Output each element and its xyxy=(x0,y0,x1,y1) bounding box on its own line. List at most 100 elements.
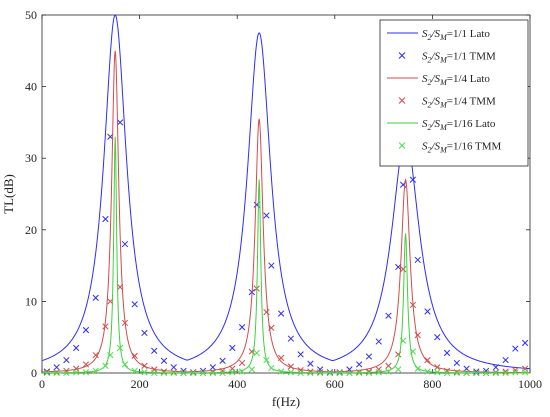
y-tick-label: 50 xyxy=(25,8,37,22)
data-point-marker xyxy=(453,369,460,377)
data-point-marker xyxy=(307,369,314,377)
legend-label-part: M xyxy=(439,123,448,132)
data-point-marker xyxy=(263,356,270,364)
data-point-marker xyxy=(453,359,460,367)
y-tick-label: 10 xyxy=(25,294,37,308)
legend-label-part: 2 xyxy=(428,146,432,155)
data-point-marker xyxy=(434,364,441,371)
y-tick-label: 20 xyxy=(25,223,37,237)
data-point-marker xyxy=(399,266,407,273)
legend-marker-swatch xyxy=(398,142,406,149)
legend-label-part: /S xyxy=(431,96,441,108)
y-tick-label: 30 xyxy=(25,151,37,165)
legend-entry: S2/SM=1/4 TMM xyxy=(398,96,496,110)
data-point-marker xyxy=(502,368,509,375)
legend-label-part: S xyxy=(422,141,428,153)
data-point-marker xyxy=(424,368,431,375)
data-point-marker xyxy=(287,335,295,342)
data-point-marker xyxy=(375,338,382,345)
data-point-marker xyxy=(116,344,124,352)
data-point-marker xyxy=(356,369,363,377)
legend-label-part: 2 xyxy=(428,123,432,132)
data-point-marker xyxy=(473,369,480,377)
data-point-marker xyxy=(336,369,343,377)
y-tick-label: 40 xyxy=(25,80,37,94)
data-point-marker xyxy=(317,369,324,376)
legend-label-part: /S xyxy=(431,73,441,85)
series-0 xyxy=(41,14,531,370)
legend-label: S2/SM=1/16 TMM xyxy=(422,141,502,155)
data-point-marker xyxy=(102,362,109,369)
data-point-marker xyxy=(238,368,246,375)
data-point-marker xyxy=(492,369,499,377)
data-point-marker xyxy=(190,369,197,376)
legend-label-part: S xyxy=(422,28,428,40)
data-point-marker xyxy=(492,364,499,371)
y-axis-label: TL(dB) xyxy=(1,174,16,214)
data-point-marker xyxy=(121,240,129,248)
data-point-marker xyxy=(209,364,216,371)
data-point-marker xyxy=(151,369,158,377)
data-point-marker xyxy=(287,363,295,370)
data-point-marker xyxy=(53,369,60,377)
y-tick-label: 0 xyxy=(31,366,37,380)
data-point-marker xyxy=(365,368,373,375)
legend-label-part: =1/16 TMM xyxy=(447,141,502,153)
data-point-marker xyxy=(229,344,236,352)
data-point-marker xyxy=(121,361,129,368)
legend-label: S2/SM=1/4 TMM xyxy=(422,96,496,110)
axis-ticks: 0 200 400 600 800 1000 0 10 20 30 40 50 xyxy=(25,8,542,391)
legend-label-part: 2 xyxy=(428,101,432,110)
data-point-marker xyxy=(131,367,138,375)
data-point-marker xyxy=(263,212,270,219)
data-point-marker xyxy=(73,344,80,352)
data-point-marker xyxy=(365,369,373,377)
data-point-marker xyxy=(385,368,392,375)
data-point-marker xyxy=(199,369,207,377)
data-point-marker xyxy=(141,329,148,337)
legend-label-part: S xyxy=(422,73,428,85)
data-point-marker xyxy=(190,369,197,377)
legend-label-part: M xyxy=(439,78,448,87)
legend-marker-swatch xyxy=(398,52,406,59)
data-point-marker xyxy=(102,323,109,330)
series-5 xyxy=(43,337,529,377)
data-point-marker xyxy=(443,349,451,357)
data-point-marker xyxy=(238,324,246,331)
data-point-marker xyxy=(297,351,304,358)
legend-label: S2/SM=1/1 Lato xyxy=(422,28,490,42)
x-tick-label: 600 xyxy=(326,377,344,391)
data-point-marker xyxy=(180,369,187,377)
data-point-marker xyxy=(209,369,216,377)
data-point-marker xyxy=(53,364,60,371)
legend-label: S2/SM=1/16 Lato xyxy=(422,118,496,132)
legend-label-part: =1/1 TMM xyxy=(447,51,496,63)
data-point-marker xyxy=(356,361,363,368)
data-point-marker xyxy=(521,339,529,347)
series-4 xyxy=(41,136,530,374)
legend-label-part: S xyxy=(422,51,428,63)
legend-label-part: /S xyxy=(431,28,441,40)
data-point-marker xyxy=(277,354,285,362)
data-point-marker xyxy=(375,369,382,376)
data-point-marker xyxy=(253,349,260,357)
legend-entry: S2/SM=1/16 TMM xyxy=(398,141,502,155)
data-point-marker xyxy=(268,262,275,269)
legend-entry: S2/SM=1/16 Lato xyxy=(387,118,496,132)
data-point-marker xyxy=(365,353,373,360)
legend-label: S2/SM=1/1 TMM xyxy=(422,51,496,65)
data-point-marker xyxy=(512,366,519,374)
data-point-marker xyxy=(141,362,148,369)
data-point-marker xyxy=(63,356,70,364)
data-point-marker xyxy=(263,308,270,316)
data-point-marker xyxy=(521,369,529,376)
data-point-marker xyxy=(346,369,353,377)
data-point-marker xyxy=(395,366,402,373)
data-point-marker xyxy=(116,283,124,291)
data-point-marker xyxy=(63,369,70,377)
data-point-marker xyxy=(463,369,470,377)
data-point-marker xyxy=(424,356,431,364)
legend-entry: S2/SM=1/4 Lato xyxy=(387,73,490,87)
